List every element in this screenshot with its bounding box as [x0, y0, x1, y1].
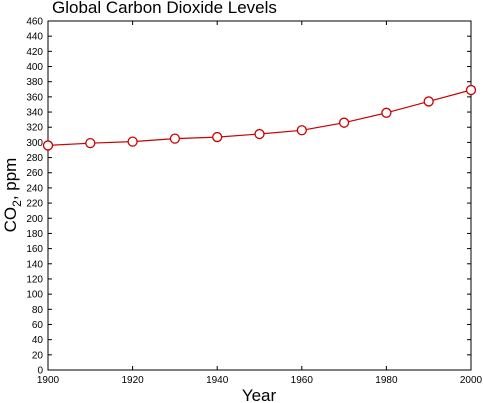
y-tick-label: 420 — [26, 47, 43, 58]
data-point — [85, 137, 96, 149]
y-axis-title-base: CO — [1, 207, 20, 233]
data-point — [169, 133, 181, 144]
x-tick-label: 1940 — [206, 375, 229, 386]
data-point — [465, 84, 477, 96]
y-tick-label: 460 — [26, 17, 43, 28]
y-tick-label: 120 — [26, 274, 43, 285]
y-tick-label: 200 — [26, 214, 43, 225]
y-tick-label: 440 — [26, 32, 43, 43]
x-axis: 1900 1920 1940 1960 1980 2000 — [37, 21, 483, 386]
x-axis-title: Year — [242, 386, 277, 403]
y-tick-label: 20 — [32, 350, 44, 361]
x-tick-label: 1920 — [121, 375, 144, 386]
y-tick-label: 80 — [32, 305, 44, 316]
y-tick-label: 140 — [26, 259, 43, 270]
y-tick-label: 320 — [26, 123, 43, 134]
data-point — [127, 136, 138, 147]
y-tick-label: 0 — [37, 366, 43, 377]
y-tick-label: 300 — [26, 138, 43, 149]
y-tick-label: 360 — [26, 92, 43, 103]
x-tick-label: 2000 — [460, 375, 483, 386]
plot-frame — [47, 20, 472, 371]
data-point — [296, 125, 307, 136]
data-point — [254, 128, 265, 140]
x-tick-label: 1900 — [37, 375, 60, 386]
y-tick-label: 400 — [26, 62, 43, 73]
y-axis-title-subscript: 2 — [10, 200, 24, 207]
x-tick-label: 1960 — [291, 375, 314, 386]
data-point — [338, 117, 350, 128]
y-tick-label: 40 — [32, 335, 44, 346]
y-tick-label: 180 — [26, 229, 43, 240]
y-tick-label: 220 — [26, 199, 43, 210]
y-tick-label: 60 — [32, 320, 44, 331]
data-point — [381, 107, 392, 118]
y-tick-label: 100 — [26, 290, 43, 301]
data-point — [423, 96, 434, 107]
chart-title: Global Carbon Dioxide Levels — [52, 0, 277, 17]
y-tick-label: 340 — [26, 108, 43, 119]
y-axis-title-rest: , ppm — [1, 158, 20, 201]
y-axis-title: CO2, ppm — [1, 158, 24, 233]
data-point — [42, 140, 54, 151]
y-tick-label: 240 — [26, 183, 43, 194]
y-tick-label: 160 — [26, 244, 43, 255]
series-layer — [42, 84, 477, 151]
y-axis: 0 20 40 60 80 100 120 140 160 180 200 220 240 260 280 3… — [26, 17, 471, 377]
y-tick-label: 280 — [26, 153, 43, 164]
data-point — [212, 131, 223, 143]
y-tick-label: 380 — [26, 77, 43, 88]
y-tick-label: 260 — [26, 168, 43, 179]
x-tick-label: 1980 — [375, 375, 398, 386]
